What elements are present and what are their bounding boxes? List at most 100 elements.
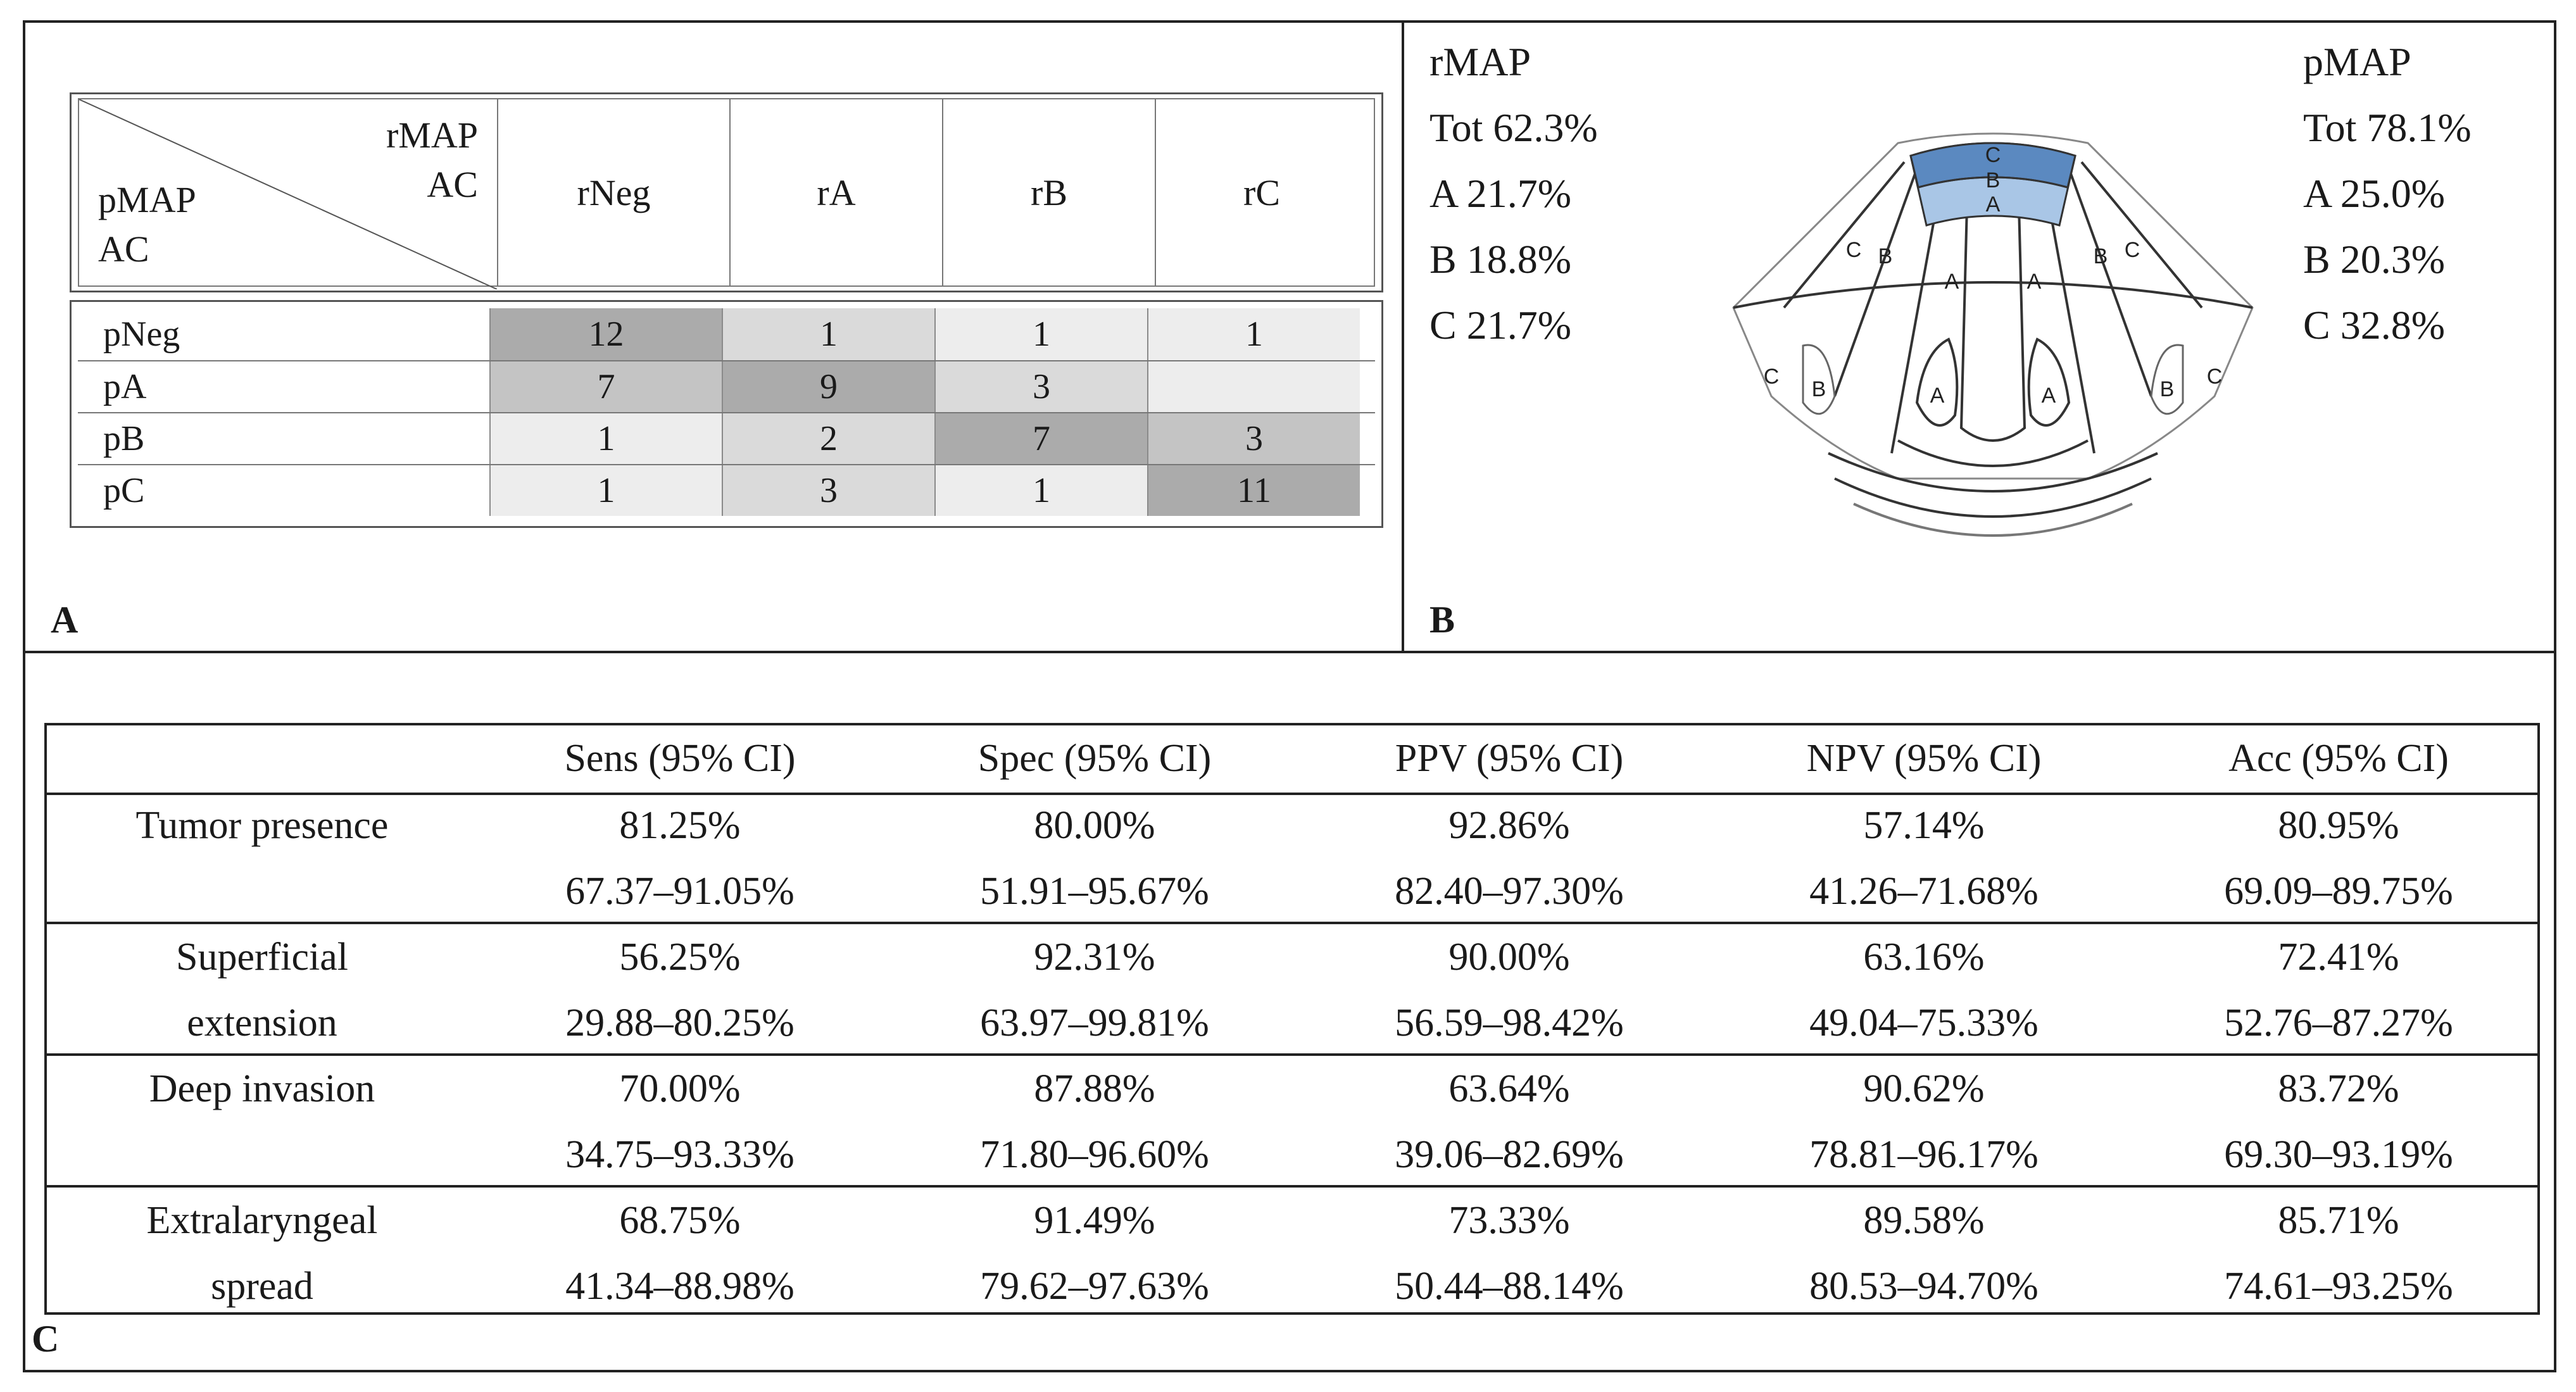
pmap-a: A 25.0%	[2303, 171, 2445, 216]
diagram-label-b-top: B	[1986, 168, 2001, 192]
rmap-stats: rMAP Tot 62.3% A 21.7% B 18.8% C 21.7%	[1429, 29, 1598, 358]
count-cell: 11	[1147, 465, 1360, 516]
pmap-c: C 32.8%	[2303, 303, 2445, 348]
confidence-interval: 34.75–93.33%	[565, 1133, 795, 1176]
panel-letter-c: C	[32, 1318, 60, 1360]
metric-value: 73.33%	[1448, 1199, 1570, 1242]
metric-value: 85.71%	[2278, 1199, 2399, 1242]
row-label: pNeg	[78, 308, 489, 360]
contingency-table-header: rMAP AC pMAP AC rNeg rA rB rC	[70, 92, 1383, 292]
contingency-row: pC 1 3 1 11	[78, 464, 1375, 516]
diagram-label-c-far-right: C	[2207, 365, 2223, 389]
confidence-interval: 82.40–97.30%	[1395, 870, 1624, 913]
column-header: Acc (95% CI)	[2228, 737, 2449, 780]
count-cell: 9	[722, 361, 934, 412]
performance-row: Extralaryngeal spread 68.75% 41.34–88.98% 91…	[47, 1188, 2537, 1319]
metric-value: 81.25%	[619, 804, 741, 847]
row-label: pB	[78, 413, 489, 464]
count-cell: 1	[489, 465, 722, 516]
contingency-table: rMAP AC pMAP AC rNeg rA rB rC pNeg 12 1 1 1 p…	[70, 92, 1383, 528]
corner-top-label: rMAP AC	[386, 115, 478, 205]
performance-table-header: Sens (95% CI) Spec (95% CI) PPV (95% CI) NP…	[47, 725, 2537, 795]
count-cell: 1	[1147, 308, 1360, 360]
diagram-label-c-left: C	[1846, 238, 1862, 262]
diagram-label-c-far-left: C	[1764, 365, 1780, 389]
panel-letter-b: B	[1429, 599, 1455, 641]
corner-cell: rMAP AC pMAP AC	[79, 99, 497, 289]
metric-value: 90.62%	[1863, 1067, 1985, 1110]
diagram-label-a-inner-left: A	[1930, 384, 1945, 408]
confidence-interval: 41.34–88.98%	[565, 1265, 795, 1308]
metric-value: 90.00%	[1448, 936, 1570, 979]
performance-row: Tumor presence 81.25% 67.37–91.05% 80.00% 51…	[47, 793, 2537, 924]
row-label: Extralaryngeal	[146, 1199, 378, 1242]
metric-value: 92.86%	[1448, 804, 1570, 847]
row-label: Superficial	[175, 936, 348, 979]
column-header: PPV (95% CI)	[1395, 737, 1624, 780]
panel-b: rMAP Tot 62.3% A 21.7% B 18.8% C 21.7% p…	[1402, 20, 2556, 653]
confidence-interval: 79.62–97.63%	[980, 1265, 1209, 1308]
corner-diagonal	[79, 99, 497, 289]
confidence-interval: 63.97–99.81%	[980, 1001, 1209, 1044]
contingency-table-body: pNeg 12 1 1 1 pA 7 9 3 pB 1 2 7 3 pC 1 3 1 11	[70, 300, 1383, 528]
count-cell: 7	[934, 413, 1147, 464]
confidence-interval: 52.76–87.27%	[2224, 1001, 2453, 1044]
pmap-b: B 20.3%	[2303, 237, 2445, 282]
count-cell: 3	[722, 465, 934, 516]
pmap-stats: pMAP Tot 78.1% A 25.0% B 20.3% C 32.8%	[2303, 29, 2472, 358]
confidence-interval: 80.53–94.70%	[1809, 1265, 2039, 1308]
column-header-ra: rA	[729, 99, 942, 285]
performance-table: Sens (95% CI) Spec (95% CI) PPV (95% CI) NP…	[44, 723, 2540, 1315]
column-header: Spec (95% CI)	[977, 737, 1212, 780]
panel-a: rMAP AC pMAP AC rNeg rA rB rC pNeg 12 1 1 1 p…	[23, 20, 1404, 653]
diagram-label-c-top: C	[1985, 143, 2001, 167]
diagram-label-a-left: A	[1945, 270, 1959, 294]
rmap-a: A 21.7%	[1429, 171, 1571, 216]
diagram-label-a-top: A	[1986, 192, 2001, 216]
row-label: Tumor presence	[135, 804, 389, 847]
metric-value: 80.95%	[2278, 804, 2399, 847]
row-label: pC	[78, 465, 489, 516]
count-cell: 1	[934, 465, 1147, 516]
metric-value: 63.16%	[1863, 936, 1985, 979]
confidence-interval: 49.04–75.33%	[1809, 1001, 2039, 1044]
metric-value: 91.49%	[1034, 1199, 1155, 1242]
confidence-interval: 74.61–93.25%	[2224, 1265, 2453, 1308]
row-label: pA	[78, 361, 489, 412]
count-cell: 1	[722, 308, 934, 360]
diagram-label-b-right: B	[2094, 244, 2108, 268]
contingency-row: pA 7 9 3	[78, 360, 1375, 412]
confidence-interval: 51.91–95.67%	[980, 870, 1209, 913]
metric-value: 56.25%	[619, 936, 741, 979]
performance-row: Superficial extension 56.25% 29.88–80.25% 92…	[47, 924, 2537, 1056]
contingency-row: pB 1 2 7 3	[78, 412, 1375, 464]
diagram-label-c-right: C	[2125, 238, 2140, 262]
count-cell: 1	[489, 413, 722, 464]
confidence-interval: 78.81–96.17%	[1809, 1133, 2039, 1176]
diagram-label-b-inner-left: B	[1812, 377, 1826, 401]
diagram-label-a-right: A	[2027, 270, 2042, 294]
metric-value: 70.00%	[619, 1067, 741, 1110]
metric-value: 72.41%	[2278, 936, 2399, 979]
larynx-diagram: C B A C B A A B C C C B B A A	[1732, 132, 2254, 537]
count-cell: 2	[722, 413, 934, 464]
metric-value: 63.64%	[1448, 1067, 1570, 1110]
pmap-title: pMAP	[2303, 39, 2411, 84]
confidence-interval: 41.26–71.68%	[1809, 870, 2039, 913]
metric-value: 57.14%	[1863, 804, 1985, 847]
count-cell: 1	[934, 308, 1147, 360]
pmap-total: Tot 78.1%	[2303, 105, 2472, 150]
row-label: Deep invasion	[149, 1067, 375, 1110]
rmap-title: rMAP	[1429, 39, 1531, 84]
metric-value: 83.72%	[2278, 1067, 2399, 1110]
column-header-rc: rC	[1155, 99, 1367, 285]
panel-c: Sens (95% CI) Spec (95% CI) PPV (95% CI) NP…	[23, 651, 2556, 1372]
confidence-interval: 67.37–91.05%	[565, 870, 795, 913]
performance-row: Deep invasion 70.00% 34.75–93.33% 87.88% 71.…	[47, 1056, 2537, 1188]
diagram-label-a-inner-right: A	[2042, 384, 2056, 408]
diagram-label-b-left: B	[1878, 244, 1893, 268]
count-cell: 3	[1147, 413, 1360, 464]
count-cell: 3	[934, 361, 1147, 412]
row-label: extension	[187, 1001, 337, 1044]
count-cell: 7	[489, 361, 722, 412]
